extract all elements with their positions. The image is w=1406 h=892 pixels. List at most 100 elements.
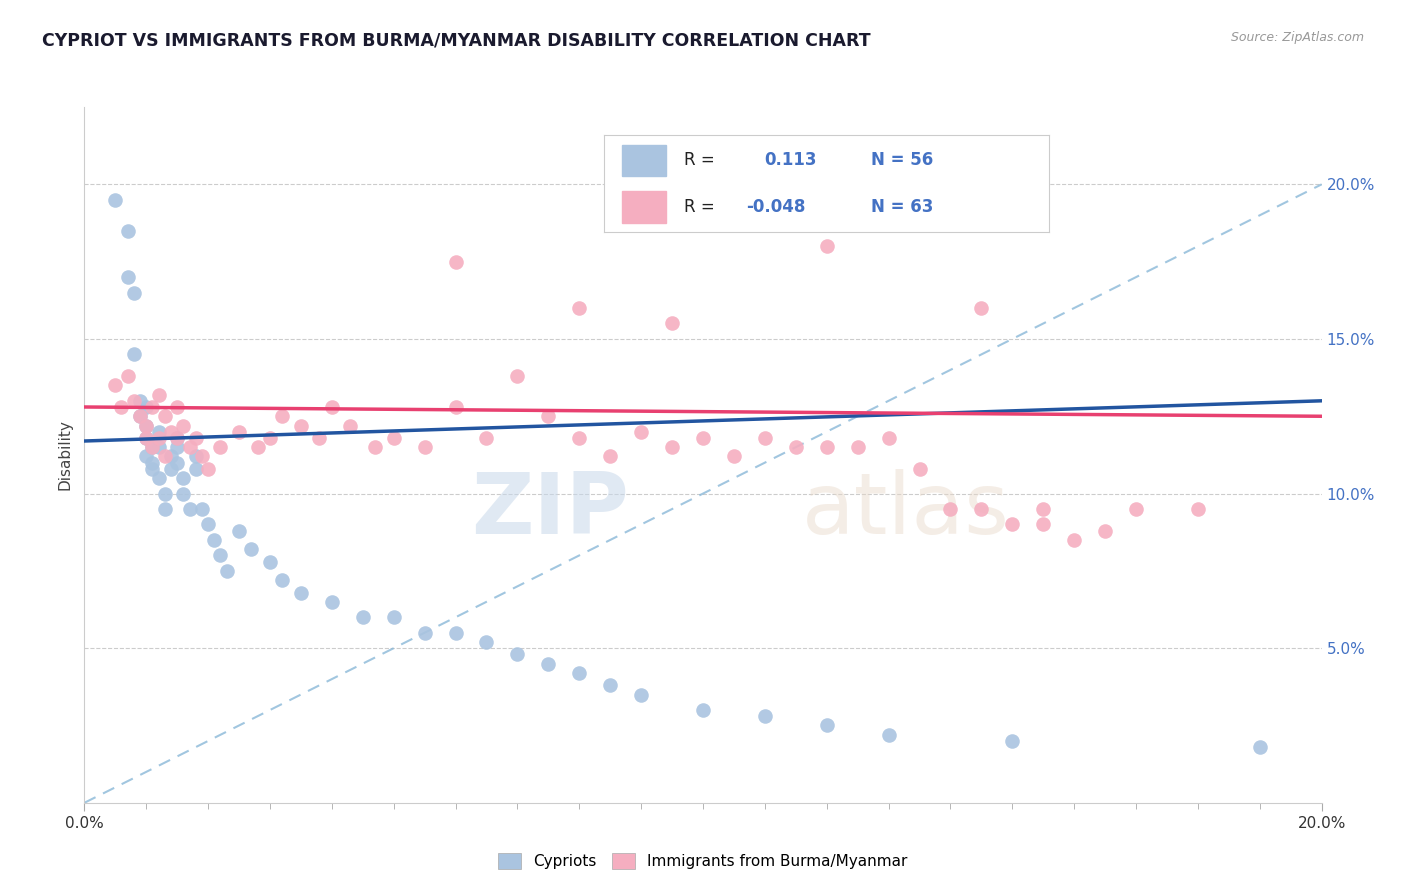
Point xyxy=(160,450,183,464)
Point xyxy=(160,425,183,439)
Legend: Cypriots, Immigrants from Burma/Myanmar: Cypriots, Immigrants from Burma/Myanmar xyxy=(492,847,914,875)
Point xyxy=(148,471,170,485)
Point xyxy=(661,440,683,454)
Point xyxy=(160,462,183,476)
Point xyxy=(661,317,683,331)
Text: CYPRIOT VS IMMIGRANTS FROM BURMA/MYANMAR DISABILITY CORRELATION CHART: CYPRIOT VS IMMIGRANTS FROM BURMA/MYANMAR… xyxy=(42,31,870,49)
Point xyxy=(209,440,232,454)
Point xyxy=(444,400,467,414)
Point xyxy=(141,440,163,454)
Point xyxy=(1249,740,1271,755)
Point xyxy=(754,709,776,723)
Text: Source: ZipAtlas.com: Source: ZipAtlas.com xyxy=(1230,31,1364,45)
Point xyxy=(1125,502,1147,516)
Point xyxy=(290,585,312,599)
Point xyxy=(352,610,374,624)
Point xyxy=(815,440,838,454)
Point xyxy=(202,533,225,547)
Point xyxy=(382,431,405,445)
Point xyxy=(568,665,591,680)
Point xyxy=(166,431,188,445)
Bar xyxy=(621,192,666,222)
Point xyxy=(444,254,467,268)
Point xyxy=(1032,502,1054,516)
Point xyxy=(1032,517,1054,532)
Point xyxy=(815,718,838,732)
Point xyxy=(153,409,176,424)
Point xyxy=(166,440,188,454)
Point xyxy=(117,369,139,384)
Point xyxy=(172,471,194,485)
Point xyxy=(153,450,176,464)
Point xyxy=(846,440,869,454)
Text: -0.048: -0.048 xyxy=(747,198,806,216)
Point xyxy=(191,502,214,516)
Point xyxy=(172,418,194,433)
Point xyxy=(1001,734,1024,748)
Point xyxy=(129,409,152,424)
Point xyxy=(692,431,714,445)
Point xyxy=(382,610,405,624)
Point xyxy=(135,431,157,445)
Point xyxy=(117,270,139,285)
Point xyxy=(877,728,900,742)
Point xyxy=(908,462,931,476)
Point xyxy=(1094,524,1116,538)
Point xyxy=(364,440,387,454)
Point xyxy=(129,409,152,424)
Point xyxy=(444,625,467,640)
Point xyxy=(970,502,993,516)
Text: N = 63: N = 63 xyxy=(872,198,934,216)
Point xyxy=(191,450,214,464)
Point xyxy=(166,456,188,470)
Point xyxy=(129,393,152,408)
Point xyxy=(568,301,591,315)
Point xyxy=(599,678,621,692)
Point xyxy=(723,450,745,464)
Text: N = 56: N = 56 xyxy=(872,152,934,169)
Point xyxy=(271,573,294,587)
Point xyxy=(215,564,238,578)
Point xyxy=(692,703,714,717)
Point xyxy=(166,431,188,445)
Point xyxy=(148,440,170,454)
Point xyxy=(259,555,281,569)
Point xyxy=(506,648,529,662)
Point xyxy=(599,450,621,464)
Point xyxy=(197,517,219,532)
Point xyxy=(148,425,170,439)
Point xyxy=(135,418,157,433)
Point xyxy=(413,440,436,454)
Point xyxy=(184,450,207,464)
Point xyxy=(228,524,250,538)
Point xyxy=(141,456,163,470)
Point xyxy=(135,450,157,464)
Point xyxy=(104,378,127,392)
Point xyxy=(104,193,127,207)
Point xyxy=(122,393,145,408)
Point xyxy=(246,440,269,454)
Point xyxy=(117,224,139,238)
Point xyxy=(413,625,436,640)
Point xyxy=(271,409,294,424)
Point xyxy=(184,431,207,445)
Bar xyxy=(621,145,666,176)
Point xyxy=(122,347,145,361)
Point xyxy=(122,285,145,300)
Point xyxy=(179,502,201,516)
Point xyxy=(141,462,163,476)
Point xyxy=(141,440,163,454)
Point xyxy=(1001,517,1024,532)
Point xyxy=(815,239,838,253)
Point xyxy=(475,635,498,649)
Point xyxy=(308,431,330,445)
Point xyxy=(148,387,170,401)
Y-axis label: Disability: Disability xyxy=(58,419,73,491)
Point xyxy=(135,400,157,414)
Point xyxy=(184,462,207,476)
Point xyxy=(939,502,962,516)
Text: 0.113: 0.113 xyxy=(765,152,817,169)
Point xyxy=(259,431,281,445)
Point xyxy=(141,400,163,414)
Point xyxy=(339,418,361,433)
